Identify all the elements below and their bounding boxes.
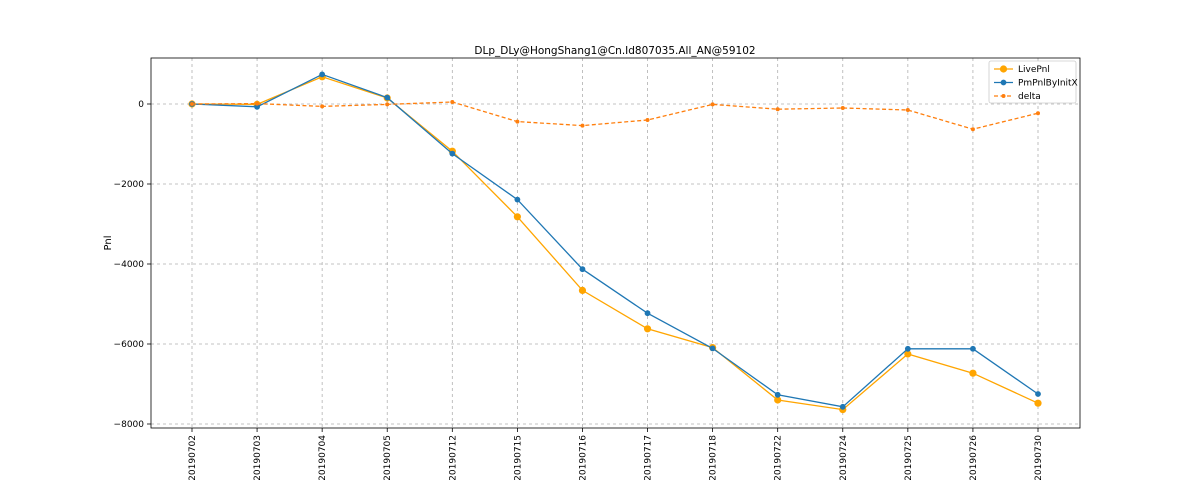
- data-point-delta: [970, 127, 975, 132]
- data-point-delta: [320, 104, 325, 109]
- plot-frame: [150, 57, 1081, 429]
- x-tick-label: 20190703: [253, 435, 263, 480]
- data-point-pmpnlbyinitx: [1035, 391, 1041, 397]
- data-point-delta: [840, 106, 845, 110]
- data-point-livepnl: [774, 396, 782, 404]
- y-tick-label: −8000: [114, 420, 145, 430]
- y-tick-label: −4000: [114, 260, 145, 270]
- data-point-delta: [1036, 111, 1040, 116]
- data-point-pmpnlbyinitx: [904, 345, 911, 352]
- data-point-delta: [580, 123, 585, 128]
- series-delta: [190, 100, 1040, 132]
- x-tick-label: 20190715: [513, 435, 523, 480]
- data-point-delta: [450, 100, 455, 104]
- data-point-livepnl: [1034, 399, 1042, 407]
- y-axis-label: Pnl: [103, 236, 114, 251]
- data-point-delta: [905, 108, 910, 112]
- data-point-livepnl: [643, 325, 652, 333]
- x-tick-label: 20190702: [188, 435, 198, 480]
- data-point-livepnl: [904, 350, 912, 358]
- data-point-pmpnlbyinitx: [774, 391, 781, 398]
- x-tick-label: 20190712: [448, 435, 458, 480]
- y-tick-label: −6000: [114, 340, 145, 350]
- x-tick-label: 20190726: [969, 435, 979, 480]
- legend-label-livepnl: LivePnl: [1018, 65, 1050, 75]
- data-point-pmpnlbyinitx: [384, 94, 391, 101]
- data-point-livepnl: [578, 286, 587, 294]
- x-tick-label: 20190718: [709, 435, 719, 480]
- tick-layer: 20190702 20190703 20190704 20190705 20190712…: [114, 100, 1044, 480]
- grid-layer: [151, 58, 1080, 428]
- data-point-pmpnlbyinitx: [970, 345, 976, 352]
- x-tick-label: 20190722: [774, 435, 784, 480]
- data-point-delta: [190, 102, 194, 106]
- data-point-delta: [710, 102, 715, 107]
- x-tick-label: 20190725: [904, 435, 914, 480]
- series-line-pmpnlbyinitx: [191, 73, 1039, 408]
- data-point-delta: [645, 118, 650, 122]
- series-line-livepnl: [191, 76, 1039, 411]
- data-point-delta: [385, 102, 390, 107]
- data-point-pmpnlbyinitx: [319, 71, 326, 78]
- data-point-pmpnlbyinitx: [839, 403, 846, 410]
- x-tick-label: 20190717: [644, 435, 654, 480]
- chart-title: DLp_DLy@HongShang1@Cn.Id807035.All_AN@59…: [474, 45, 755, 57]
- series-livepnl: [188, 73, 1042, 414]
- y-tick-label: 0: [138, 100, 144, 110]
- data-point-pmpnlbyinitx: [644, 310, 651, 317]
- series-layer: [188, 71, 1042, 414]
- series-line-delta: [191, 101, 1039, 130]
- data-point-delta: [255, 101, 260, 106]
- legend: LivePnl PmPnlByInitX delta: [988, 60, 1078, 104]
- x-tick-label: 20190730: [1034, 435, 1044, 480]
- data-point-pmpnlbyinitx: [709, 345, 716, 352]
- y-tick-label: −2000: [114, 180, 145, 190]
- data-point-pmpnlbyinitx: [579, 266, 586, 273]
- data-point-pmpnlbyinitx: [449, 150, 456, 157]
- x-tick-label: 20190724: [839, 435, 849, 480]
- data-point-pmpnlbyinitx: [254, 103, 260, 110]
- data-point-pmpnlbyinitx: [514, 196, 521, 203]
- legend-box: [988, 60, 1077, 104]
- x-tick-label: 20190716: [578, 435, 588, 480]
- x-tick-label: 20190705: [383, 435, 393, 480]
- legend-marker-pmpnlbyinitx: [1000, 79, 1007, 86]
- legend-label-delta: delta: [1018, 92, 1041, 102]
- data-point-delta: [775, 107, 780, 112]
- legend-marker-delta: [1001, 94, 1006, 98]
- x-tick-label: 20190704: [318, 435, 328, 480]
- data-point-livepnl: [513, 213, 521, 221]
- legend-marker-livepnl: [999, 65, 1008, 73]
- data-point-livepnl: [969, 369, 977, 377]
- data-point-delta: [515, 119, 520, 124]
- legend-label-pmpnlbyinitx: PmPnlByInitX: [1018, 79, 1078, 89]
